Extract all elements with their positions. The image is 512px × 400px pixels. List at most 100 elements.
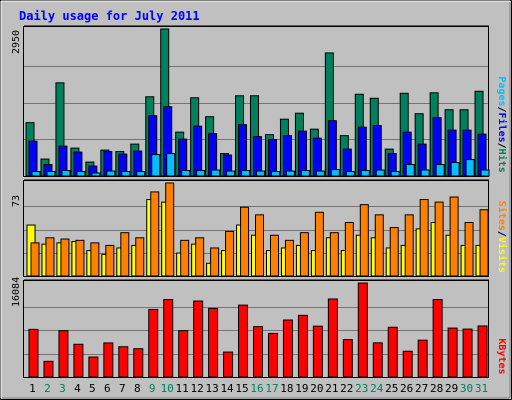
bar-pages [345,171,355,177]
bar-sites [165,182,175,277]
day-label: 30 [460,382,473,395]
bar-sites [284,239,294,277]
day-label: 24 [370,382,384,395]
bar-kbytes [133,348,144,378]
bar-kbytes [387,326,398,378]
bar-kbytes [312,325,323,378]
bar-sites [344,221,354,277]
max-value-label: 73 [11,195,22,207]
bar-pages [375,169,385,177]
day-label: 13 [205,382,218,395]
day-label: 22 [340,382,353,395]
bar-files [267,139,277,177]
bar-pages [300,170,310,177]
bar-kbytes [58,330,69,378]
bar-pages [270,171,280,177]
bar-files [193,125,203,177]
bar-files [312,137,322,177]
legend-item: Pages [496,76,507,106]
bar-pages [76,171,86,177]
day-label: 19 [295,382,308,395]
day-label: 3 [59,382,66,395]
bar-sites [434,201,444,277]
day-label: 7 [119,382,126,395]
bar-sites [210,247,220,277]
bar-sites [195,237,205,277]
bar-pages [151,154,161,177]
panel-legend: Pages/Files/Hits [496,76,508,172]
bar-pages [46,171,56,177]
bar-kbytes [267,332,278,378]
bar-sites [419,199,429,277]
bar-kbytes [253,326,264,378]
day-label: 4 [74,382,81,395]
bar-sites [255,214,265,277]
day-label: 26 [400,382,413,395]
bar-sites [449,196,459,277]
bar-pages [480,169,490,177]
bar-pages [136,171,146,177]
bar-kbytes [43,360,54,378]
bar-kbytes [342,339,353,378]
bar-kbytes [447,327,458,378]
legend-item: Hits [496,149,508,173]
bar-pages [450,162,460,177]
bar-files [238,124,248,177]
bar-pages [121,171,131,177]
bar-kbytes [477,325,488,378]
bar-sites [90,242,100,277]
panel-kbytes: 16084 KBytes [11,277,507,378]
day-label: 9 [149,382,156,395]
day-label: 23 [355,382,368,395]
legend-item: Visits [496,237,508,273]
day-label: 20 [310,382,323,395]
bar-sites [329,232,339,277]
bar-pages [106,170,116,177]
max-value-label: 16084 [11,277,22,307]
day-label: 27 [415,382,428,395]
bar-pages [435,164,445,177]
bar-sites [45,237,55,277]
day-label: 17 [265,382,278,395]
bar-files [357,126,367,177]
bar-sites [240,206,250,277]
panel-visits-sites: 73 Sites/Visits [11,179,508,277]
legend-item: Sites [496,201,508,231]
bar-sites [389,227,399,277]
legend-item: / [496,143,507,149]
bar-files [372,125,382,177]
bar-pages [330,169,340,177]
bar-kbytes [432,299,443,378]
bar-kbytes [148,308,159,378]
bar-pages [405,164,415,177]
day-label: 11 [176,382,189,395]
day-label: 28 [430,382,443,395]
bar-pages [196,170,206,177]
bar-pages [91,172,101,177]
bar-sites [180,239,190,277]
day-label: 31 [475,382,488,395]
bar-pages [61,170,71,177]
legend-item: / [496,231,507,237]
bar-kbytes [223,351,234,378]
bar-sites [60,238,70,277]
legend-item: KBytes [496,338,507,374]
bar-pages [420,169,430,177]
bar-sites [269,234,279,277]
day-label: 8 [134,382,141,395]
day-label: 2 [44,382,51,395]
bar-sites [359,204,369,277]
bar-kbytes [402,350,413,378]
bar-files [28,140,38,177]
bar-sites [75,239,85,277]
legend-item: / [496,107,507,113]
bar-sites [135,237,145,277]
bar-sites [150,191,160,277]
legend-item: Files [496,113,508,143]
day-label: 21 [325,382,338,395]
bar-pages [31,171,41,177]
bar-pages [241,170,251,177]
day-label: 12 [191,382,204,395]
